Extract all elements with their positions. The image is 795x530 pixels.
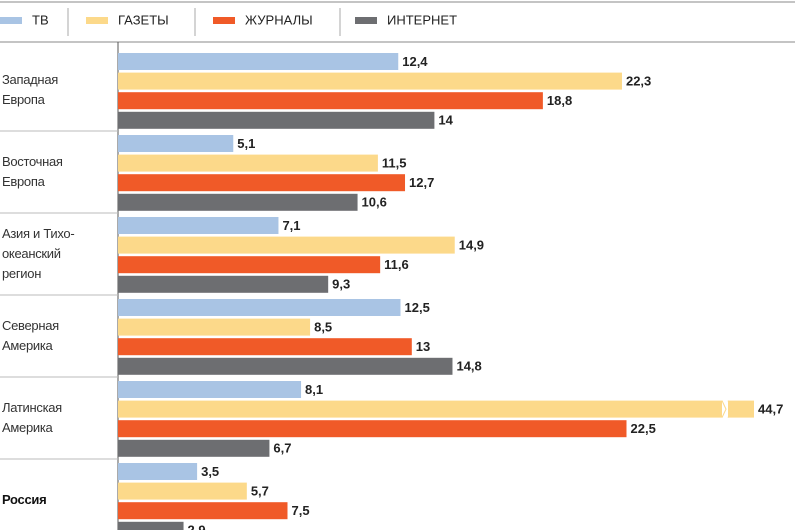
value-label: 2,9 xyxy=(188,523,206,530)
bar xyxy=(118,135,234,152)
value-label: 44,7 xyxy=(758,402,783,417)
bar xyxy=(118,463,198,480)
bar xyxy=(118,299,401,316)
legend-label: ГАЗЕТЫ xyxy=(118,12,169,27)
category-label: Латинская Америка xyxy=(2,400,62,436)
bar xyxy=(118,420,627,438)
bar xyxy=(118,236,455,254)
bar xyxy=(118,338,412,356)
bar-break xyxy=(721,400,733,418)
bar xyxy=(118,111,435,129)
value-label: 6,7 xyxy=(273,441,291,456)
value-label: 10,6 xyxy=(362,195,387,210)
category-label: Западная Европа xyxy=(2,72,58,108)
bar xyxy=(118,275,329,293)
legend-label: ТВ xyxy=(32,12,49,27)
value-label: 3,5 xyxy=(201,464,219,479)
bar xyxy=(118,92,543,110)
bar xyxy=(118,502,288,520)
value-label: 22,3 xyxy=(626,74,651,89)
value-label: 5,1 xyxy=(237,136,255,151)
bar xyxy=(118,174,406,192)
legend-swatch xyxy=(86,17,108,24)
value-label: 12,4 xyxy=(402,54,428,69)
value-label: 5,7 xyxy=(251,484,269,499)
category-label: Россия xyxy=(2,492,47,508)
bar xyxy=(118,318,311,336)
value-label: 12,5 xyxy=(405,300,430,315)
value-label: 9,3 xyxy=(332,277,350,292)
value-label: 7,1 xyxy=(282,218,300,233)
bar xyxy=(118,439,270,457)
legend-label: ЖУРНАЛЫ xyxy=(245,12,313,27)
value-label: 11,6 xyxy=(384,257,409,272)
bar-break-end xyxy=(728,400,754,418)
bar xyxy=(118,53,399,70)
value-label: 12,7 xyxy=(409,175,434,190)
value-label: 18,8 xyxy=(547,93,572,108)
bar xyxy=(118,381,302,398)
bar xyxy=(118,482,247,500)
bar xyxy=(118,193,358,211)
bar xyxy=(118,256,381,274)
value-label: 14,9 xyxy=(459,238,484,253)
legend-swatch xyxy=(0,17,22,24)
category-label: Северная Америка xyxy=(2,318,59,354)
legend-swatch xyxy=(213,17,235,24)
bar xyxy=(118,154,378,172)
value-label: 22,5 xyxy=(631,421,656,436)
bar xyxy=(118,72,622,90)
value-label: 14 xyxy=(438,113,453,128)
bar xyxy=(118,217,279,234)
value-label: 7,5 xyxy=(292,503,310,518)
legend-label: ИНТЕРНЕТ xyxy=(387,12,457,27)
value-label: 11,5 xyxy=(382,156,407,171)
value-label: 8,1 xyxy=(305,382,323,397)
bar xyxy=(118,357,453,375)
value-label: 13 xyxy=(416,339,430,354)
category-label: Азия и Тихо- океанский регион xyxy=(2,226,75,282)
bar xyxy=(118,400,722,418)
category-label: Восточная Европа xyxy=(2,154,63,190)
legend-swatch xyxy=(355,17,377,24)
value-label: 14,8 xyxy=(456,359,481,374)
bar xyxy=(118,521,184,530)
value-label: 8,5 xyxy=(314,320,332,335)
